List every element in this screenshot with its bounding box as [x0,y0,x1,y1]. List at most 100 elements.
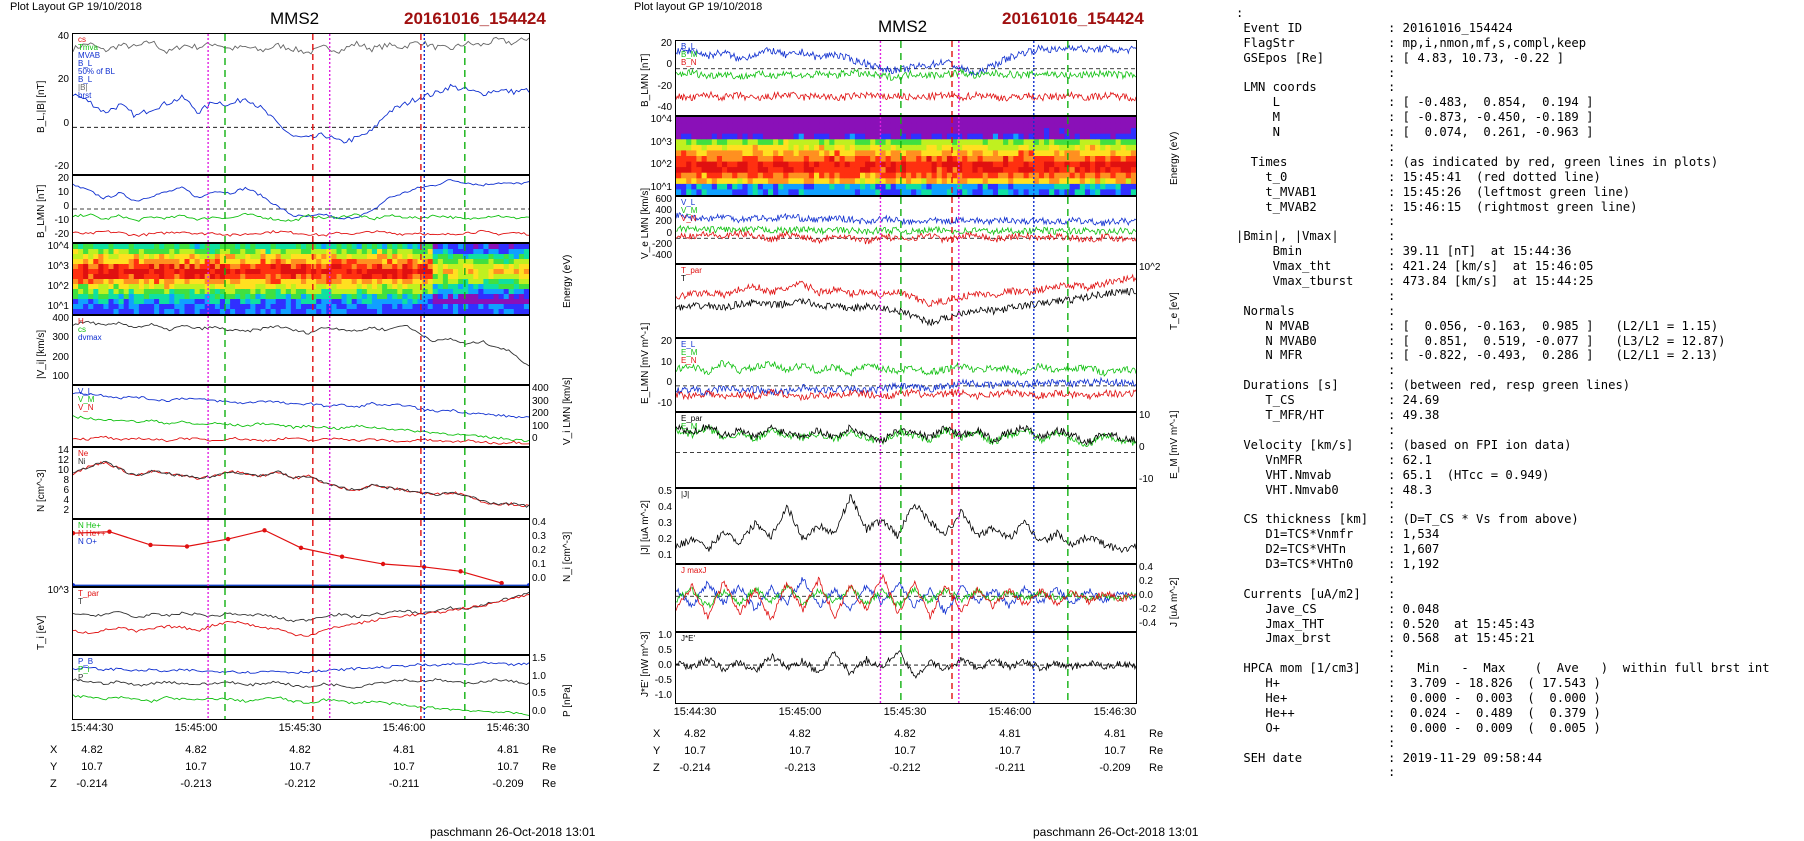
spectrogram-cell [1074,183,1081,191]
spectrogram-cell [824,172,830,179]
spectrogram-cell [270,284,277,290]
spectrogram-cell [149,244,155,250]
spectrogram-cell [194,259,201,265]
spectrogram-cell [1013,189,1019,195]
spectrogram-cell [906,189,912,195]
spectrogram-cell [488,294,495,300]
spectrogram-cell [123,269,130,275]
info-row: D2=TCS*VHTn: 1,607 [1236,542,1802,557]
spectrogram-cell [1059,156,1065,163]
spectrogram-cell [870,139,876,146]
spectrogram-cell [1059,122,1065,129]
spectrogram-cell [478,274,484,280]
spectrogram-cell [493,304,500,310]
spectrogram-cell [209,244,216,250]
spectrogram-cell [98,244,104,250]
spectrogram-cell [265,274,272,280]
ytick-label: -1.0 [654,690,672,701]
spectrogram-cell [442,309,449,314]
spectrogram-cell [1038,178,1045,185]
spectrogram-cell [488,309,495,314]
spectrogram-cell [93,249,99,255]
spectrogram-cell [1064,161,1071,168]
spectrogram-cell [164,269,170,275]
spectrogram-cell [437,279,444,285]
spectrogram-cell [962,156,968,163]
spectrogram-cell [1054,183,1060,191]
spectrogram-cell [681,161,687,168]
spectrogram-cell [123,284,130,290]
spectrogram-cell [432,249,439,255]
spectrogram-cell [701,144,708,152]
spectrogram-cell [732,122,738,129]
spectrogram-cell [998,144,1004,152]
spectrogram-cell [722,150,728,157]
spectrogram-cell [108,254,115,260]
spectrogram-cell [849,133,856,140]
ytick-label: 0 [63,201,69,212]
spectrogram-cell [290,259,297,265]
spectrogram-cell [814,172,820,179]
spectrogram-cell [488,284,495,290]
spectrogram-cell [722,183,728,191]
spectrogram-cell [316,254,322,260]
spectrogram-cell [463,294,469,300]
spectrogram-cell [1105,178,1111,185]
spectrogram-cell [387,304,393,310]
spectrogram-cell [1100,161,1106,168]
spectrogram-cell [361,299,368,305]
spectrogram-cell [1003,128,1009,135]
spectrogram-cell [133,244,140,250]
spectrogram-cell [875,156,881,163]
spectrogram-cell [402,289,408,295]
spectrogram-cell [518,264,525,270]
spectrogram-cell [483,244,490,250]
spectrogram-cell [240,289,246,295]
spectrogram-cell [829,128,835,135]
spectrogram-cell [778,172,784,179]
spectrogram-cell [219,294,226,300]
spectrogram-cell [478,269,484,275]
spectrogram-cell [270,309,277,314]
spectrogram-cell [149,249,155,255]
spectrogram-cell [518,284,525,290]
spectrogram-cell [727,172,733,179]
spectrogram-cell [103,264,110,270]
spectrogram-cell [1115,178,1122,185]
info-value: : [1388,214,1396,229]
spectrogram-cell [523,294,529,300]
spectrogram-cell [957,144,963,152]
spectrogram-cell [331,289,338,295]
spectrogram-cell [757,122,764,129]
spectrogram-cell [138,249,145,255]
spectrogram-cell [906,150,912,157]
spectrogram-cell [341,289,348,295]
ytick-label: 8 [63,475,69,486]
spectrogram-cell [442,299,449,305]
series--b- [73,36,529,55]
spectrogram-cell [123,294,130,300]
spectrogram-cell [108,284,115,290]
spectrogram-cell [1044,139,1050,146]
spectrogram-cell [752,189,759,195]
position-label-z: Z [50,778,57,790]
spectrogram-cell [453,279,459,285]
spectrogram-cell [473,284,479,290]
info-row: T_MFR/HT: 49.38 [1236,408,1802,423]
spectrogram-cell [412,244,419,250]
middle-footer: paschmann 26-Oct-2018 13:01 [1033,825,1199,839]
spectrogram-cell [513,284,520,290]
spectrogram-cell [250,259,256,265]
spectrogram-cell [361,289,368,295]
spectrogram-cell [1064,122,1071,129]
spectrogram-cell [371,244,378,250]
spectrogram-cell [1003,156,1009,163]
spectrogram-cell [987,144,994,152]
spectrogram-cell [199,299,206,305]
spectrogram-cell [941,189,948,195]
spectrogram-cell [880,117,887,124]
spectrogram-cell [270,269,277,275]
spectrogram-cell [1003,167,1009,174]
spectrogram-cell [463,244,469,250]
spectrogram-cell [722,189,728,195]
